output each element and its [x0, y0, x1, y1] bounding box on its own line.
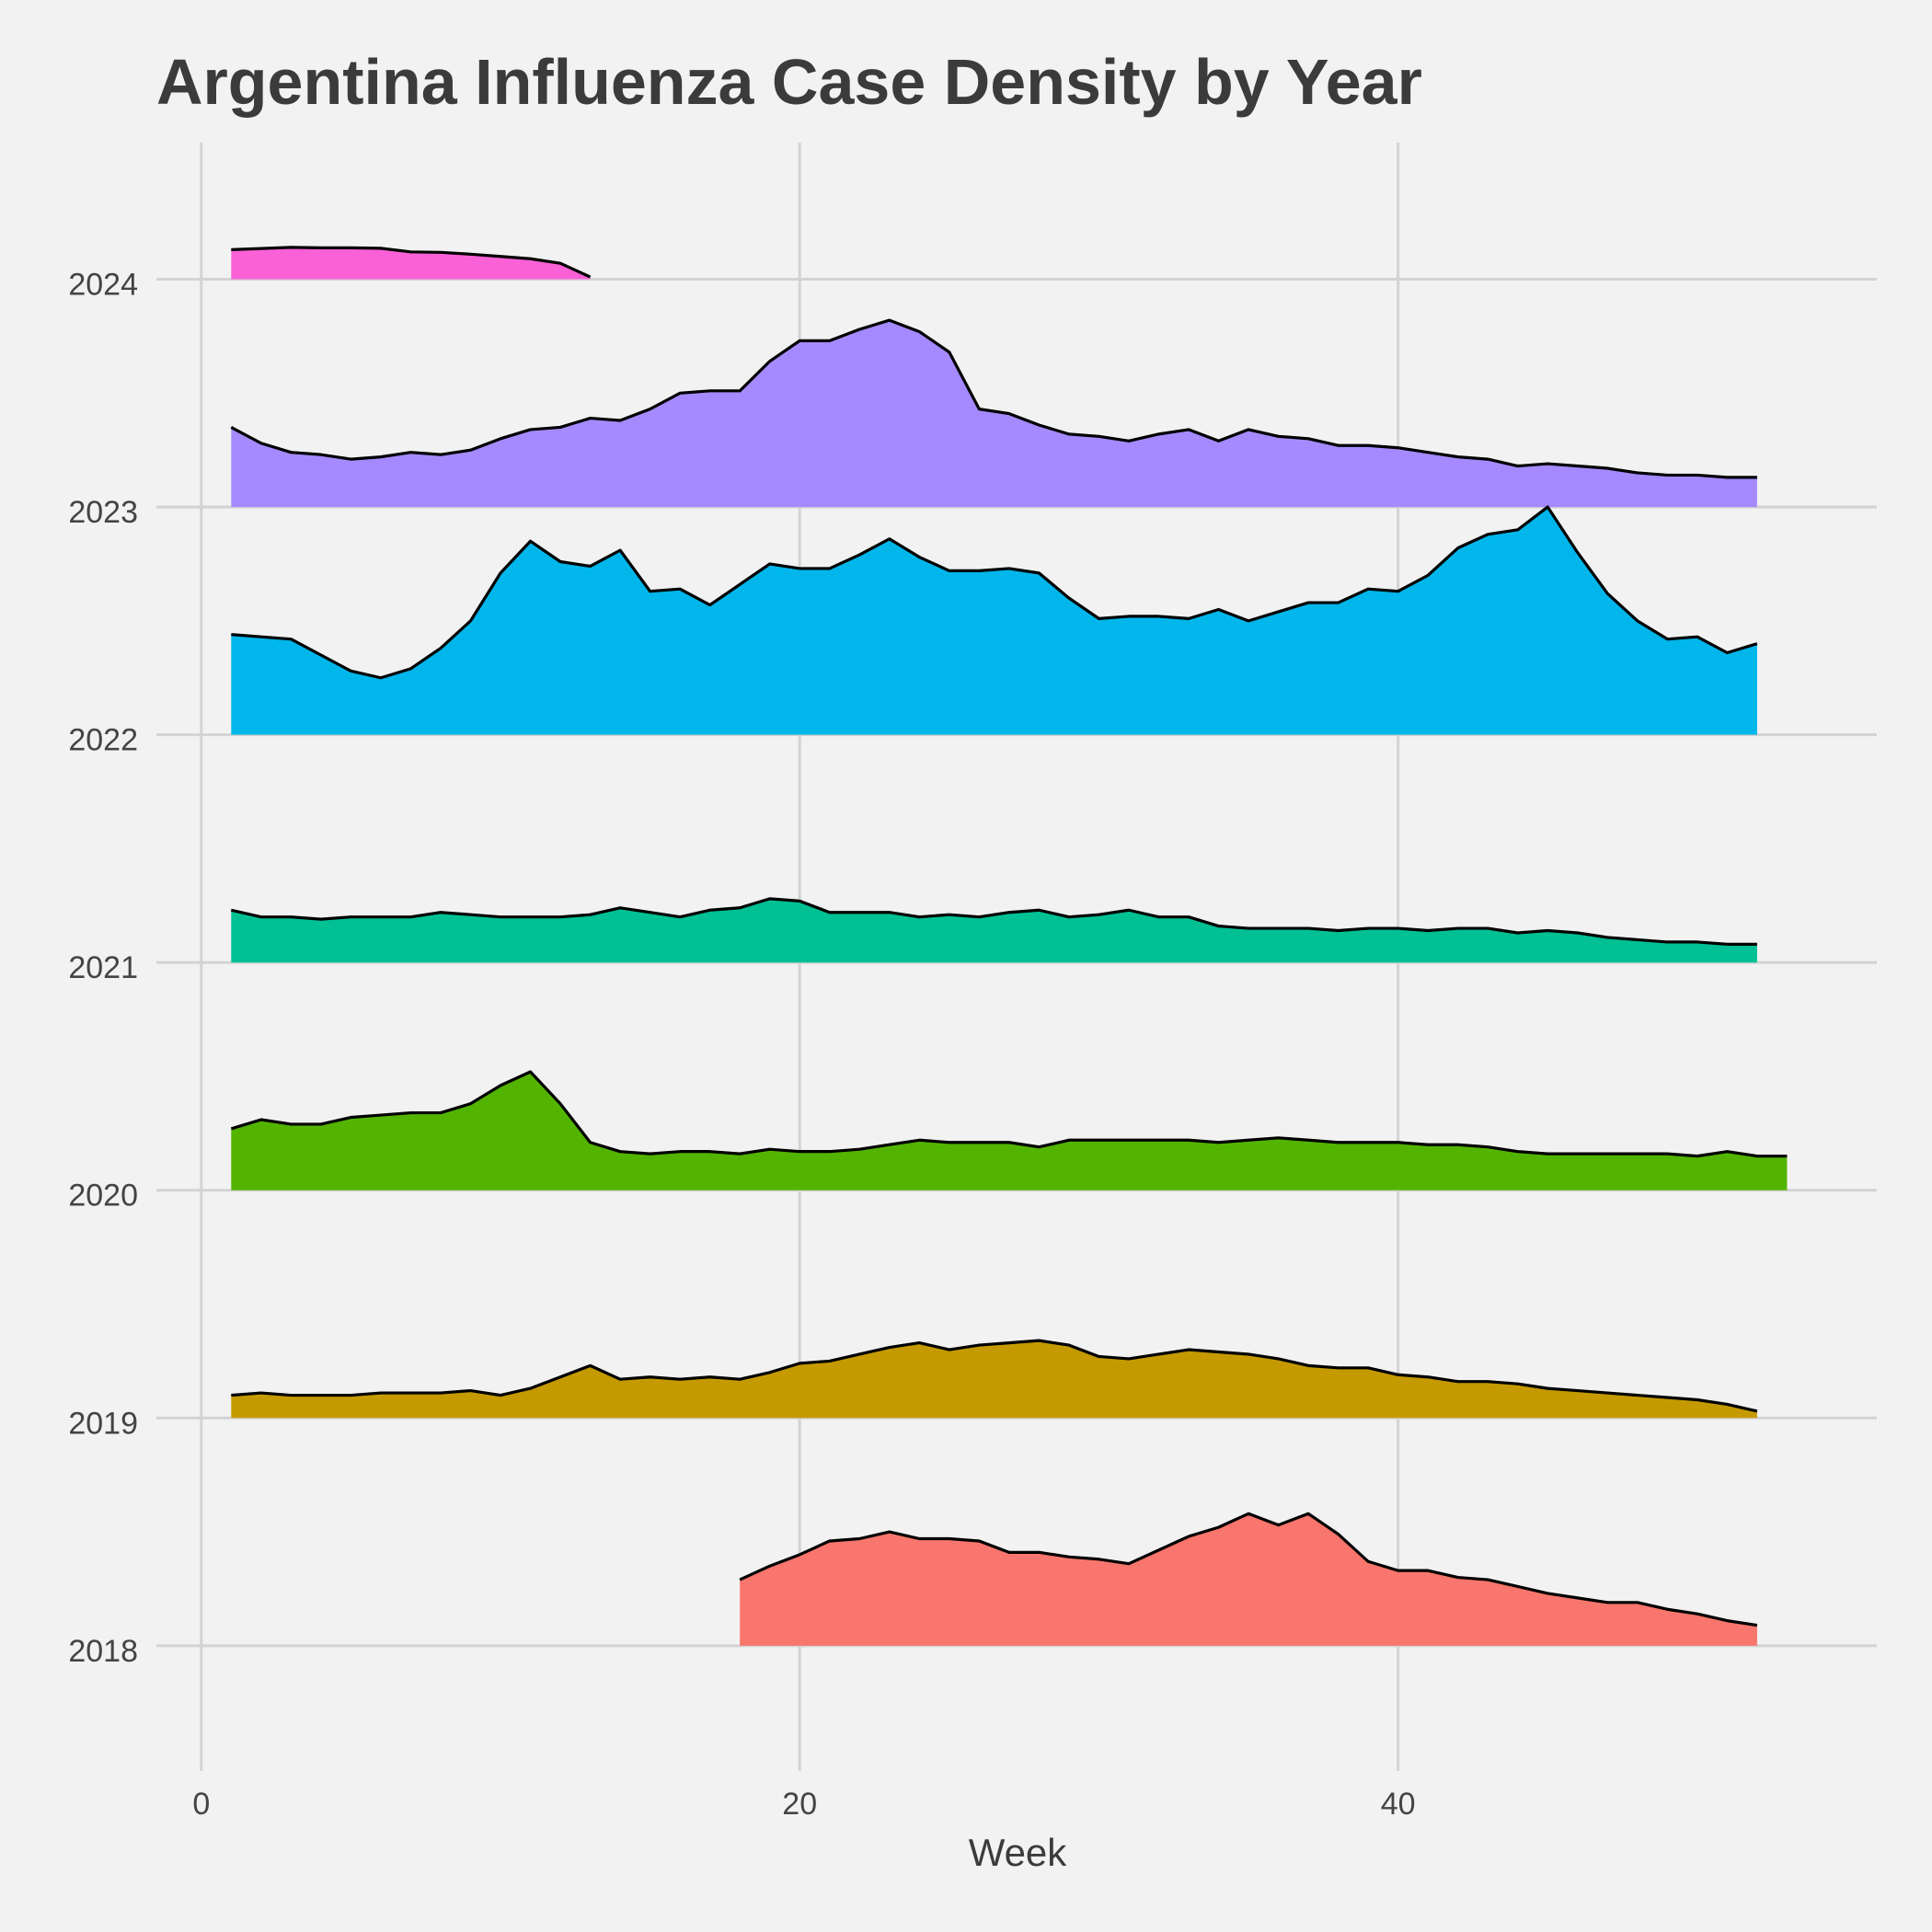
ridge-outline-2023: [230, 318, 1757, 479]
ridge-area-2022: [231, 507, 1757, 735]
ridge-outline-2019: [231, 1339, 1758, 1413]
ridge-layer: [230, 246, 1788, 1646]
y-tick-label-2019: 2019: [68, 1406, 138, 1441]
x-tick-label-0: 0: [192, 1787, 210, 1822]
y-tick-label-2021: 2021: [68, 950, 138, 985]
x-axis-title: Week: [969, 1831, 1068, 1874]
ridge-outline-2022: [231, 505, 1758, 680]
ridge-outline-2018: [739, 1512, 1758, 1627]
y-tick-label-2023: 2023: [68, 495, 138, 530]
ridge-area-2019: [231, 1340, 1757, 1419]
ridge-outline-2024: [231, 246, 592, 279]
y-axis-ticks: 2018 2019 2020 2021 2022 2023 2024: [68, 268, 138, 1669]
ridge-area-2023: [231, 320, 1757, 508]
ridge-area-2021: [231, 898, 1757, 963]
chart-title: Argentina Influenza Case Density by Year: [156, 46, 1422, 118]
ridge-area-2024: [231, 247, 591, 280]
x-tick-label-20: 20: [782, 1787, 817, 1822]
ridge-outline-2020: [230, 1070, 1788, 1158]
ridge-area-2020: [231, 1072, 1788, 1190]
y-tick-label-2018: 2018: [68, 1634, 138, 1669]
y-tick-label-2024: 2024: [68, 268, 138, 303]
y-tick-label-2020: 2020: [68, 1179, 138, 1213]
ridge-outline-2021: [230, 897, 1757, 946]
x-tick-label-40: 40: [1381, 1787, 1416, 1822]
x-axis-ticks: 0 20 40: [192, 1787, 1415, 1822]
y-tick-label-2022: 2022: [68, 723, 138, 758]
